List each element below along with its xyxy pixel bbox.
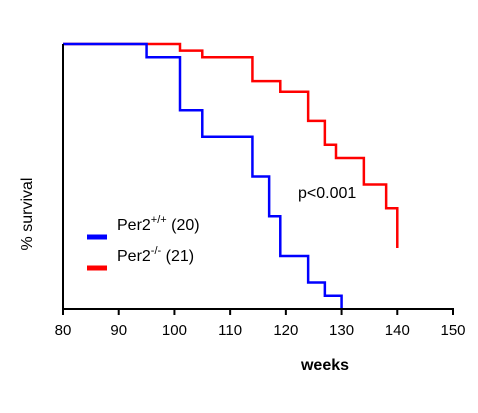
- x-tick-label-90: 90: [110, 322, 127, 339]
- x-tick-label-150: 150: [440, 322, 465, 339]
- y-axis-title: % survival: [19, 178, 36, 251]
- axes-layer: [62, 44, 454, 310]
- legend: Per2+/+ (20) Per2-/- (21): [87, 214, 200, 271]
- x-tick-label-130: 130: [329, 322, 354, 339]
- series-layer: [63, 42, 399, 309]
- p-value-annotation: p<0.001: [298, 185, 356, 202]
- series-line-per2-wt: [63, 42, 343, 309]
- x-ticks: 80 90 100 110 120 130 140 150: [55, 309, 466, 339]
- series-line-per2-ko: [63, 42, 399, 249]
- legend-label-per2-ko: Per2-/- (21): [117, 245, 194, 265]
- x-tick-label-110: 110: [218, 322, 242, 339]
- x-tick-label-80: 80: [55, 322, 72, 339]
- legend-label-per2-wt: Per2+/+ (20): [117, 214, 200, 234]
- x-axis-title: weeks: [300, 357, 349, 374]
- x-tick-label-100: 100: [162, 322, 187, 339]
- x-tick-label-120: 120: [273, 322, 298, 339]
- x-tick-label-140: 140: [385, 322, 410, 339]
